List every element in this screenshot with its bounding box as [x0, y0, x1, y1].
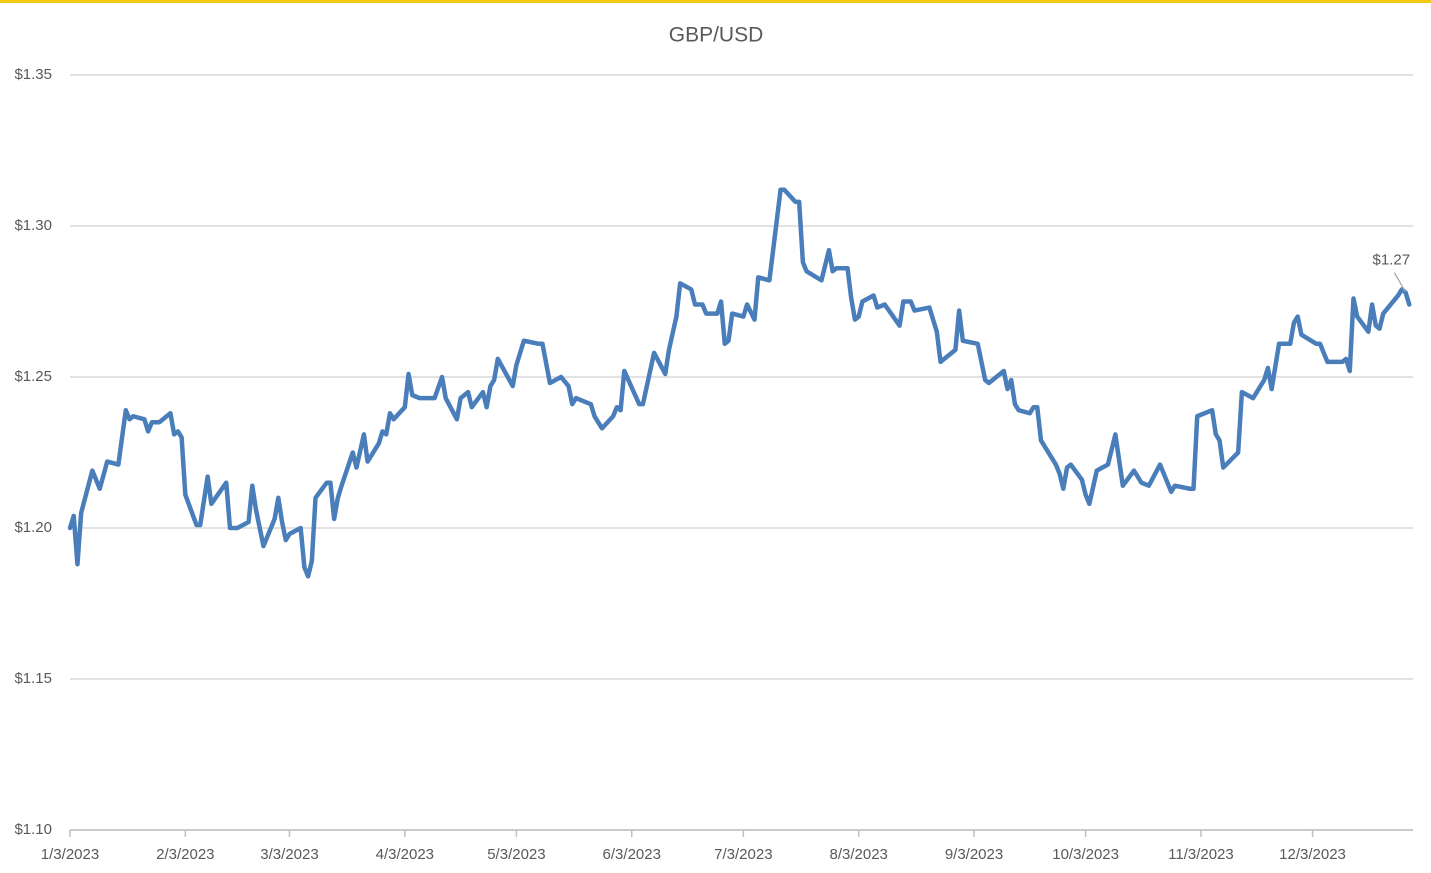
x-tick-label: 1/3/2023 [41, 846, 99, 863]
x-tick-label: 2/3/2023 [156, 846, 214, 863]
x-tick-label: 8/3/2023 [829, 846, 887, 863]
x-tick-label: 9/3/2023 [945, 846, 1003, 863]
y-tick-label: $1.35 [14, 66, 52, 83]
x-tick-label: 10/3/2023 [1052, 846, 1119, 863]
top-border [0, 0, 1431, 3]
x-tick-label: 3/3/2023 [260, 846, 318, 863]
x-tick-label: 5/3/2023 [487, 846, 545, 863]
y-tick-label: $1.20 [14, 519, 52, 536]
chart-title: GBP/USD [669, 24, 764, 47]
y-tick-label: $1.15 [14, 670, 52, 687]
x-tick-label: 12/3/2023 [1279, 846, 1346, 863]
y-tick-label: $1.25 [14, 368, 52, 385]
label-leader [1393, 272, 1406, 292]
x-tick-label: 7/3/2023 [714, 846, 772, 863]
x-tick-label: 6/3/2023 [603, 846, 661, 863]
x-tick-label: 11/3/2023 [1168, 846, 1234, 863]
data-label: $1.27 [1373, 251, 1411, 268]
x-tick-label: 4/3/2023 [376, 846, 434, 863]
y-tick-label: $1.30 [14, 217, 52, 234]
line-series [67, 187, 1412, 579]
y-tick-label: $1.10 [14, 821, 52, 838]
